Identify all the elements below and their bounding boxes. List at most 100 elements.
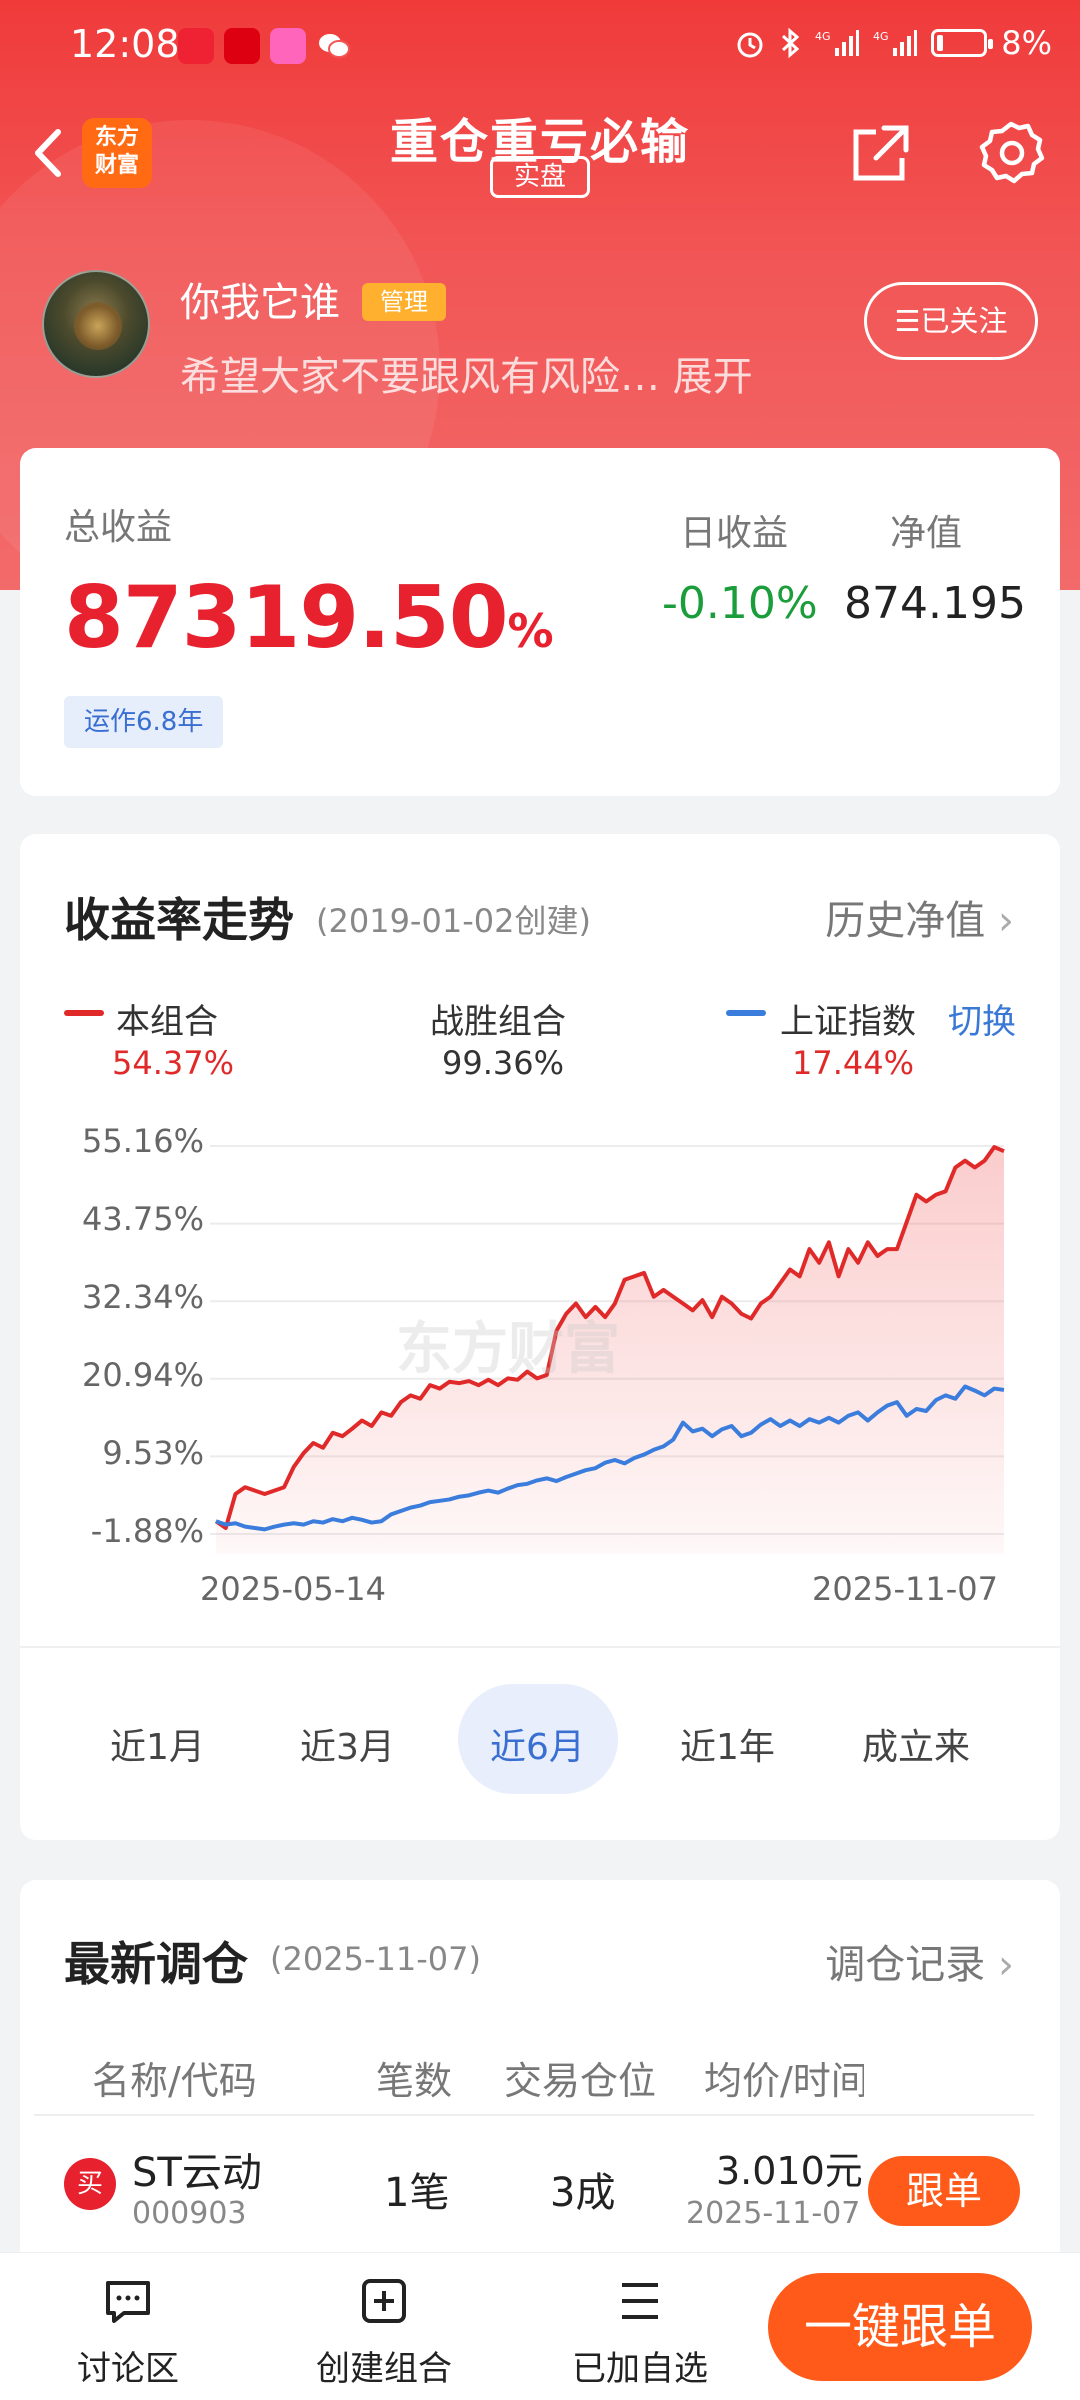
y-tick-label: 55.16%: [81, 1122, 204, 1160]
bottom-bar: 讨论区 创建组合 已加自选 一键跟单: [0, 2252, 1080, 2400]
battery-percent: 8%: [1001, 24, 1052, 62]
rebalance-record-label: 调仓记录: [825, 1942, 986, 1988]
stock-code: 000903: [132, 2196, 247, 2231]
chat-bubble-icon: [106, 2281, 150, 2323]
trade-position: 3成: [550, 2170, 616, 2216]
legend-portfolio-name: 本组合: [116, 1002, 218, 1042]
y-tick-label: 20.94%: [81, 1356, 204, 1394]
page-title: 重仓重亏必输: [389, 114, 690, 170]
daily-return-label: 日收益: [680, 513, 789, 554]
svg-text:4G: 4G: [873, 30, 889, 43]
discussion-label: 讨论区: [77, 2349, 179, 2389]
tab-6-months[interactable]: 近6月: [490, 1727, 585, 1768]
total-return-number: 87319.50: [64, 568, 509, 668]
column-header-count: 笔数: [376, 2059, 453, 2103]
total-return-label: 总收益: [64, 507, 173, 548]
history-nav-link[interactable]: 历史净值 ›: [825, 888, 1014, 946]
history-nav-label: 历史净值: [825, 898, 986, 944]
list-icon: [622, 2283, 658, 2319]
back-arrow-icon[interactable]: [20, 118, 80, 188]
watchlist-label: 已加自选: [572, 2349, 708, 2389]
column-header-position: 交易仓位: [504, 2059, 657, 2103]
x-end-label: 2025-11-07: [812, 1570, 998, 1608]
header-divider: [34, 2114, 1034, 2116]
status-right: 4G 4G 8%: [735, 24, 1052, 62]
tab-3-months[interactable]: 近3月: [300, 1727, 395, 1768]
buy-badge: 买: [64, 2158, 116, 2210]
create-portfolio-tab[interactable]: 创建组合: [284, 2273, 484, 2390]
column-header-price: 均价/时间: [704, 2059, 864, 2103]
trend-title: 收益率走势: [64, 893, 294, 947]
bluetooth-icon: [782, 27, 800, 59]
y-tick-label: 43.75%: [81, 1200, 204, 1238]
plus-square-icon: [362, 2279, 406, 2323]
stock-app-notification-icon: [224, 28, 260, 64]
tab-1-year[interactable]: 近1年: [680, 1727, 775, 1768]
trend-created-date: (2019-01-02创建): [316, 902, 591, 940]
signal-icon-2: 4G: [873, 30, 918, 56]
admin-badge: 管理: [362, 283, 446, 321]
tab-since-inception[interactable]: 成立来: [862, 1727, 971, 1768]
stock-name[interactable]: ST云动: [132, 2150, 262, 2196]
total-return-value: 87319.50%: [64, 568, 554, 668]
trend-chart[interactable]: [20, 834, 1060, 1634]
rebalance-date: (2025-11-07): [270, 1940, 481, 1978]
signal-icon: 4G: [815, 30, 860, 56]
avg-price: 3.010元: [716, 2149, 863, 2193]
logo-text-1: 东方: [94, 125, 139, 150]
legend-marker-portfolio: [64, 1010, 104, 1016]
y-tick-label: 32.34%: [81, 1278, 204, 1316]
legend-beat-name: 战胜组合: [430, 1002, 566, 1042]
legend-index-name: 上证指数: [780, 1002, 916, 1042]
rebalance-record-link[interactable]: 调仓记录 ›: [825, 1932, 1014, 1990]
followed-button[interactable]: ☰已关注: [864, 282, 1038, 360]
watchlist-tab[interactable]: 已加自选: [540, 2273, 740, 2390]
active-period-highlight: [458, 1684, 618, 1794]
app-logo: 东方 财富: [82, 118, 152, 188]
net-value: 874.195: [844, 578, 1026, 629]
legend-portfolio-value: 54.37%: [112, 1044, 235, 1082]
chart-divider: [20, 1646, 1060, 1648]
switch-button[interactable]: 切换: [948, 1002, 1016, 1042]
summary-card: 总收益 87319.50% 运作6.8年 日收益 净值 -0.10% 874.1…: [20, 448, 1060, 796]
wechat-notification-icon: [316, 28, 352, 64]
rebalance-title: 最新调仓: [64, 1937, 248, 1991]
tab-1-month[interactable]: 近1月: [110, 1727, 205, 1768]
user-name[interactable]: 你我它谁: [180, 280, 340, 326]
total-return-unit: %: [507, 604, 554, 658]
settings-gear-icon[interactable]: [976, 118, 1046, 188]
alarm-icon: [737, 32, 763, 58]
column-header-name: 名称/代码: [92, 2059, 257, 2103]
run-time-tag: 运作6.8年: [64, 696, 224, 748]
create-portfolio-label: 创建组合: [316, 2349, 452, 2389]
logo-text-2: 财富: [94, 153, 139, 178]
one-click-follow-button[interactable]: 一键跟单: [768, 2273, 1032, 2381]
top-nav: 东方 财富 重仓重亏必输 实盘: [0, 96, 1080, 216]
chevron-right-icon: ›: [998, 898, 1014, 944]
svg-text:4G: 4G: [815, 30, 831, 43]
notification-icons: [178, 28, 352, 64]
real-trading-badge: 实盘: [490, 156, 590, 198]
index-line: [215, 1384, 1005, 1532]
follow-trade-button[interactable]: 跟单: [868, 2156, 1020, 2226]
status-time: 12:08: [70, 22, 180, 66]
status-bar: 12:08 4G 4G 8%: [0, 0, 1080, 96]
legend-index-value: 17.44%: [792, 1044, 915, 1082]
watermark: 东方财富: [396, 1317, 620, 1382]
bilibili-notification-icon: [270, 28, 306, 64]
trade-time: 2025-11-07: [686, 2196, 861, 2231]
legend-marker-index: [726, 1010, 766, 1016]
avatar[interactable]: [42, 270, 150, 378]
chevron-right-icon: ›: [998, 1942, 1014, 1988]
y-tick-label: 9.53%: [102, 1434, 204, 1472]
y-tick-label: -1.88%: [90, 1512, 204, 1550]
discussion-tab[interactable]: 讨论区: [28, 2273, 228, 2390]
portfolio-area: [216, 1147, 1004, 1554]
legend-beat-value: 99.36%: [442, 1044, 565, 1082]
trend-card: 收益率走势 (2019-01-02创建) 历史净值 › 本组合 54.37% 战…: [20, 834, 1060, 1840]
portfolio-line: [214, 1145, 1005, 1531]
profile-description[interactable]: 希望大家不要跟风有风险… 展开: [180, 354, 753, 400]
share-icon[interactable]: [846, 118, 916, 188]
x-start-label: 2025-05-14: [200, 1570, 386, 1608]
daily-return-value: -0.10%: [662, 578, 818, 629]
